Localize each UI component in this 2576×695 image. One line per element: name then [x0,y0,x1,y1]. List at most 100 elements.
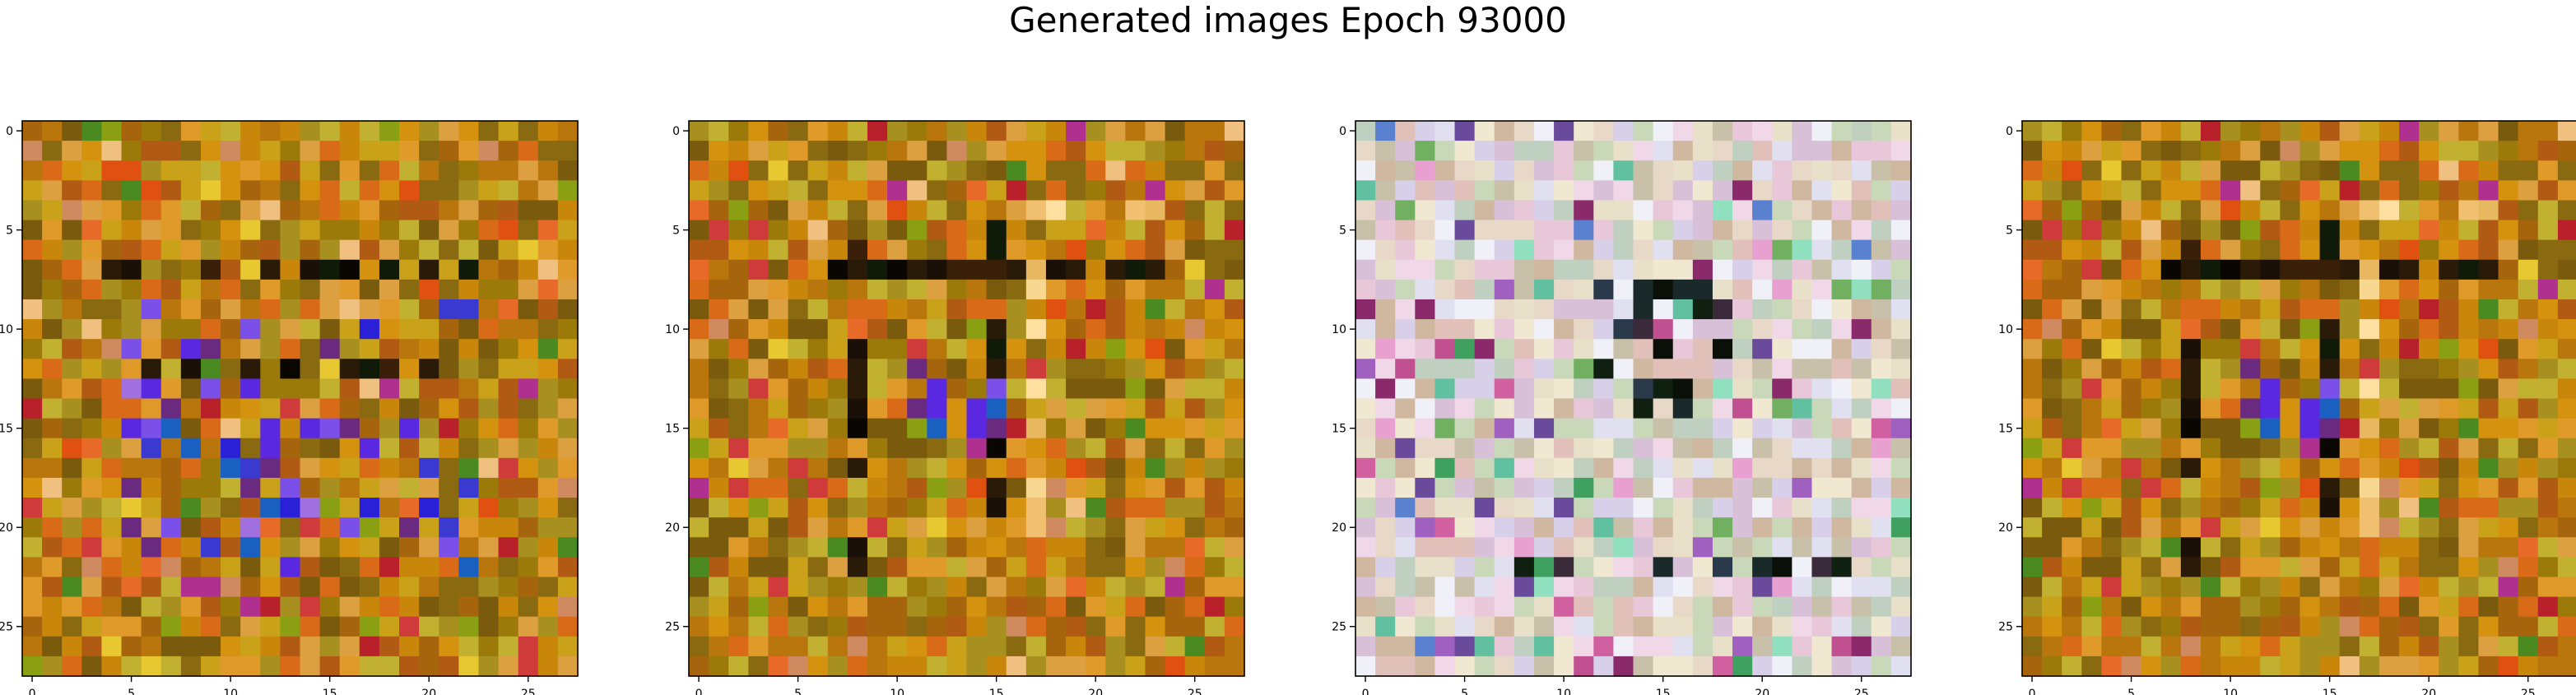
pixel-cell [927,378,947,400]
pixel-cell [1105,220,1126,241]
pixel-cell [518,656,539,677]
pixel-cell [1574,141,1594,161]
pixel-cell [1105,438,1126,459]
pixel-cell [1184,339,1206,359]
pixel-cell [847,141,868,161]
pixel-cell [2200,656,2221,677]
pixel-cell [1224,279,1245,300]
pixel-cell [439,498,459,518]
pixel-cell [1415,537,1436,558]
pixel-cell [2042,220,2062,241]
pixel-cell [280,398,301,419]
pixel-cell [439,239,459,261]
pixel-cell [319,160,341,181]
pixel-cell [1474,596,1495,618]
pixel-cell [946,299,968,320]
pixel-cell [221,636,241,657]
pixel-cell [2498,537,2519,558]
pixel-cell [518,141,539,161]
pixel-cell [2260,457,2281,479]
pixel-cell [827,121,849,141]
pixel-cell [1890,438,1912,459]
pixel-cell [1025,596,1047,618]
pixel-cell [867,636,888,657]
pixel-cell [300,537,321,558]
pixel-cell [1224,339,1245,359]
pixel-cell [1415,319,1436,340]
pixel-cell [709,418,729,439]
pixel-cell [537,457,559,479]
pixel-cell [439,557,459,578]
pixel-cell [847,160,868,181]
pixel-cell [1395,259,1416,280]
pixel-cell [1712,656,1733,677]
pixel-cell [907,537,928,558]
pixel-cell [537,141,559,161]
pixel-cell [709,378,729,400]
pixel-cell [986,319,1007,340]
pixel-cell [1613,279,1634,300]
pixel-cell [300,141,321,161]
pixel-cell [379,517,400,538]
pixel-cell [2557,438,2576,459]
pixel-cell [2141,259,2162,280]
pixel-cell [221,180,241,202]
pixel-cell [2062,636,2082,657]
pixel-cell [1732,517,1753,538]
pixel-cell [419,656,439,677]
pixel-cell [498,279,519,300]
pixel-cell [101,656,123,677]
pixel-cell [748,279,770,300]
pixel-cell [2022,577,2043,598]
pixel-cell [2439,121,2459,141]
pixel-cell [986,418,1007,439]
pixel-cell [986,359,1007,379]
pixel-cell [2160,596,2182,618]
pixel-cell [1653,239,1674,261]
pixel-cell [1533,498,1555,518]
pixel-cell [1086,378,1106,400]
pixel-cell [2518,616,2539,637]
pixel-cell [689,418,709,439]
pixel-cell [2537,141,2559,161]
pixel-cell [1593,418,1614,439]
pixel-cell [518,517,539,538]
pixel-cell [379,438,400,459]
pixel-cell [2180,418,2202,439]
pixel-cell [2022,259,2043,280]
pixel-cell [1025,359,1047,379]
pixel-cell [42,517,63,538]
pixel-cell [1006,418,1027,439]
pixel-cell [62,239,82,261]
pixel-cell [709,141,729,161]
pixel-cell [2498,457,2519,479]
pixel-cell [1772,239,1793,261]
pixel-cell [1434,279,1456,300]
pixel-cell [1165,517,1186,538]
pixel-cell [2220,398,2241,419]
pixel-cell [2200,259,2221,280]
pixel-cell [927,577,947,598]
pixel-cell [827,378,849,400]
pixel-cell [160,418,182,439]
pixel-cell [2042,200,2062,221]
pixel-cell [1066,378,1086,400]
pixel-cell [240,121,261,141]
pixel-cell [1474,299,1495,320]
pixel-cell [689,398,709,419]
pixel-cell [1165,200,1186,221]
pixel-cell [1204,418,1225,439]
pixel-cell [1045,339,1067,359]
pixel-cell [2498,299,2519,320]
pixel-cell [2557,378,2576,400]
pixel-cell [728,457,749,479]
pixel-cell [478,220,500,241]
pixel-cell [2439,180,2459,202]
pixel-cell [62,557,82,578]
pixel-cell [240,378,261,400]
pixel-cell [1871,517,1892,538]
pixel-cell [537,418,559,439]
pixel-cell [2518,477,2539,498]
pixel-cell [1204,616,1225,637]
pixel-cell [1105,259,1126,280]
